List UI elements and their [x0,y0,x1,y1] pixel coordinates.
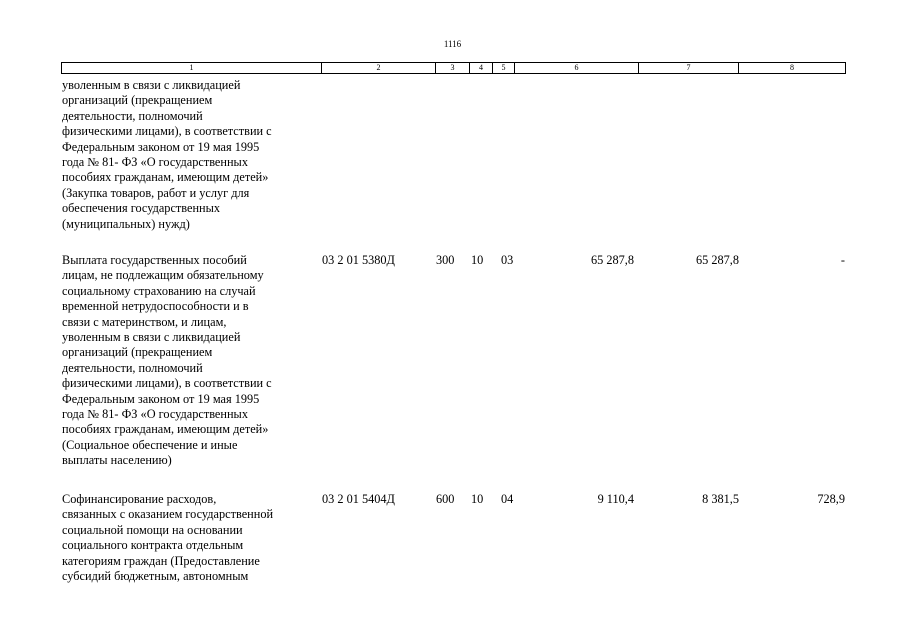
row-c5: 03 [501,253,514,267]
row-code: 03 2 01 5380Д [322,253,395,267]
page-number: 1116 [443,39,462,49]
column-header-4: 4 [470,63,493,73]
row-c3: 600 [436,492,455,506]
row-c4: 10 [471,492,484,506]
row-c8: 728,9 [817,492,845,506]
row-code: 03 2 01 5404Д [322,492,395,506]
column-header-5: 5 [493,63,515,73]
row-c8: - [840,253,845,267]
row-c7: 8 381,5 [702,492,739,506]
row-c5: 04 [501,492,514,506]
table-header-row: 1 2 3 4 5 6 7 8 [61,62,846,74]
column-header-7: 7 [639,63,739,73]
row-c6: 65 287,8 [590,253,634,267]
row-c4: 10 [471,253,484,267]
row-description: Софинансирование расходов, связанных с о… [62,492,274,584]
column-header-8: 8 [790,63,794,72]
row-c7: 65 287,8 [695,253,739,267]
column-header-6: 6 [515,63,639,73]
row-description: Выплата государственных пособий лицам, н… [62,253,272,468]
row-description: уволенным в связи с ликвидацией организа… [62,78,272,231]
column-header-1: 1 [62,63,322,73]
row-c6: 9 110,4 [597,492,634,506]
column-header-3: 3 [436,63,470,73]
column-header-2: 2 [322,63,436,73]
row-c3: 300 [436,253,455,267]
